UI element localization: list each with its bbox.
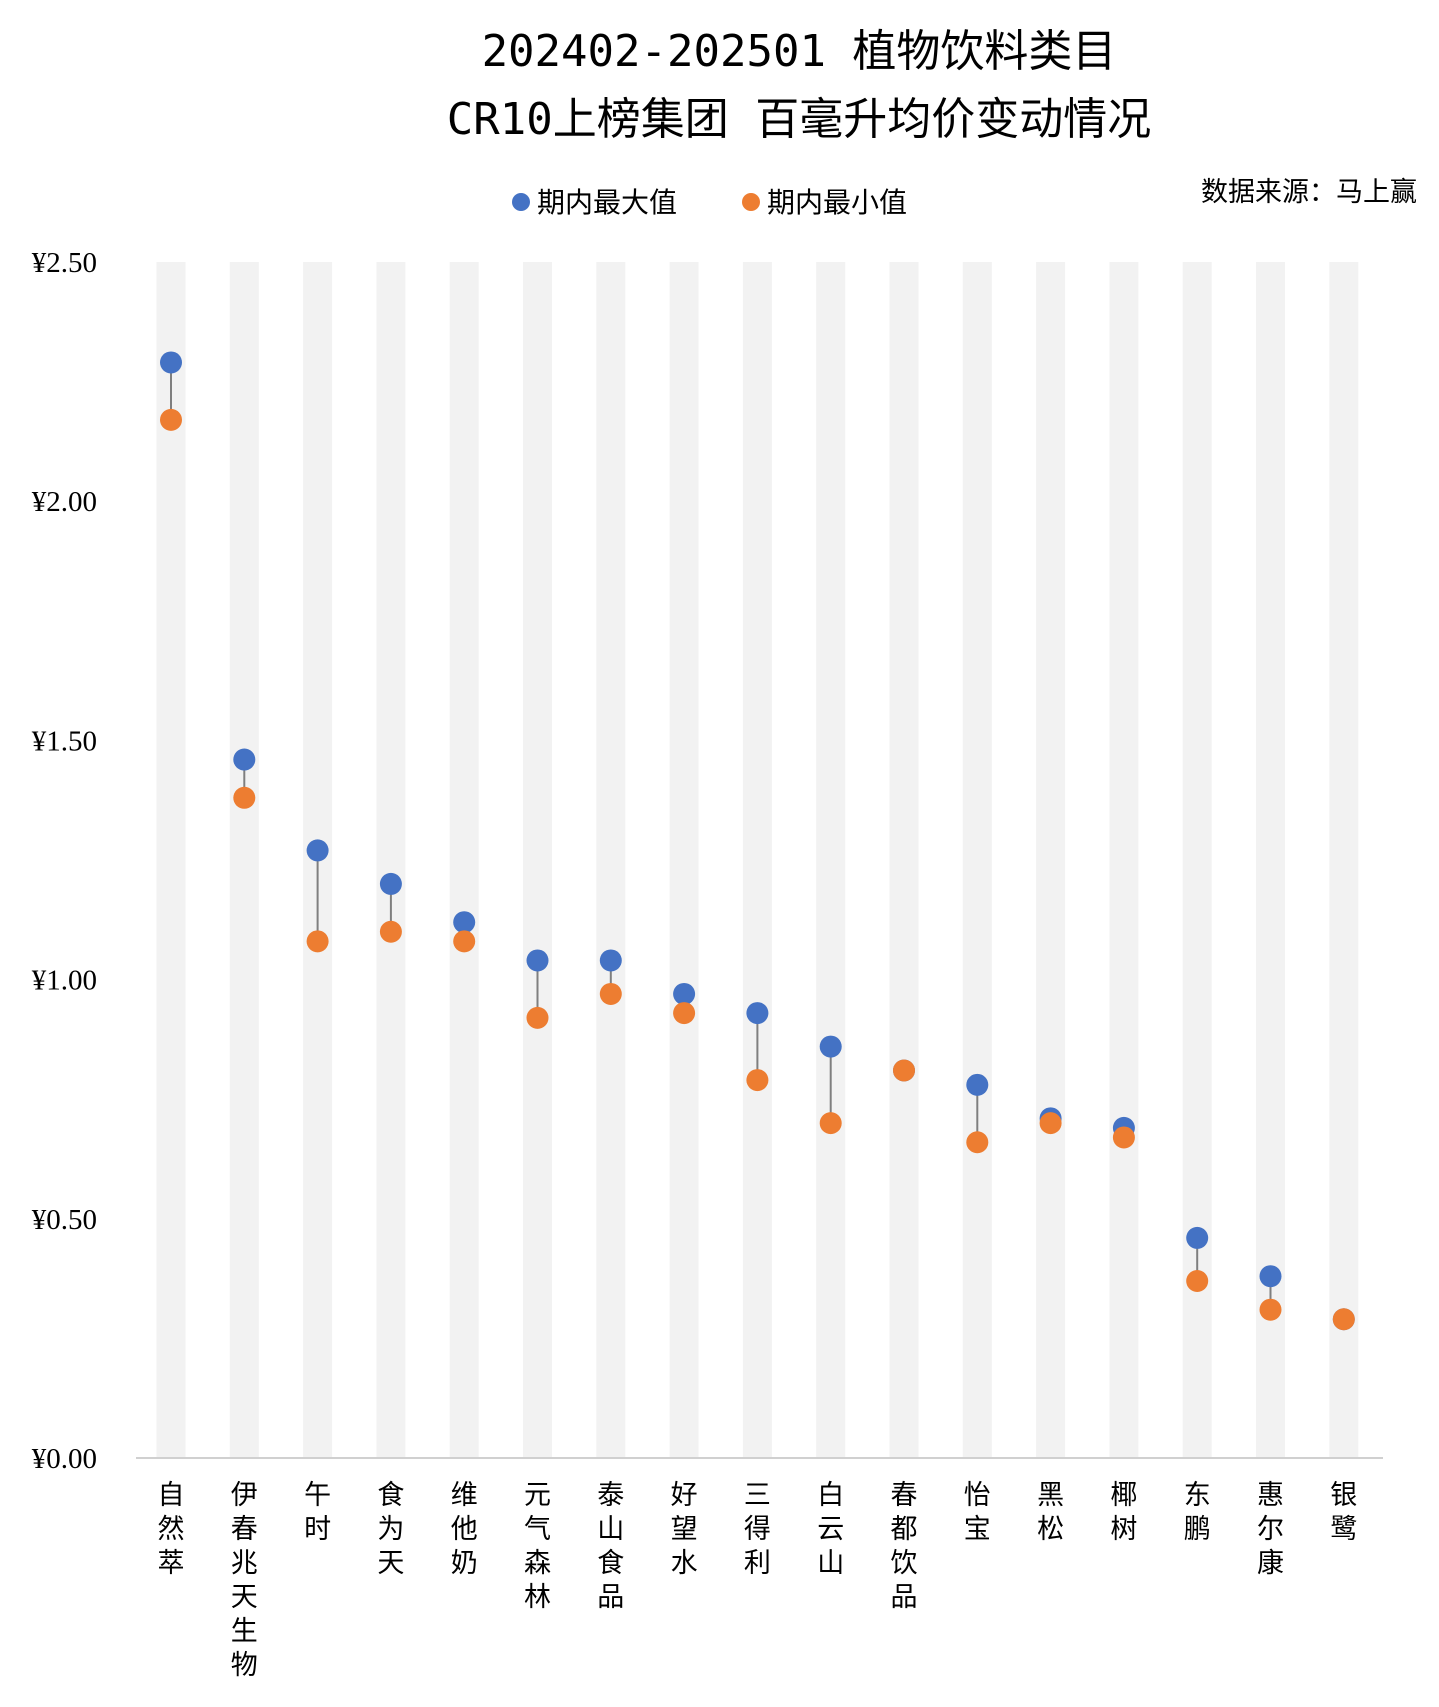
min-value-point (160, 408, 182, 431)
legend-label-min: 期内最小值 (767, 186, 907, 219)
min-value-point (819, 1112, 842, 1135)
min-value-point (1112, 1126, 1135, 1149)
y-tick-label: ¥0.50 (32, 1204, 97, 1236)
category-label: 东鹏 (1184, 1480, 1211, 1545)
legend-marker-max (512, 193, 530, 211)
min-value-point (379, 920, 402, 943)
data-source-note: 数据来源：马上赢 (1201, 177, 1417, 208)
category-band (449, 262, 479, 1458)
category-label: 元气森林 (524, 1480, 551, 1613)
category-label: 自然萃 (158, 1480, 185, 1579)
y-tick-label: ¥0.00 (32, 1443, 97, 1475)
y-tick-label: ¥2.00 (32, 486, 97, 518)
category-label: 怡宝 (964, 1480, 991, 1545)
y-tick-label: ¥1.50 (32, 725, 97, 757)
y-tick-label: ¥2.50 (32, 247, 97, 279)
legend-label-max: 期内最大值 (537, 186, 677, 219)
min-value-point (526, 1006, 549, 1029)
category-label: 午时 (304, 1480, 331, 1545)
category-label: 泰山食品 (597, 1480, 624, 1613)
min-value-point (453, 930, 476, 953)
category-label: 黑松 (1037, 1480, 1064, 1545)
data-points (160, 351, 1355, 1331)
chart-title-line-2: CR10上榜集团 百毫升均价变动情况 (447, 94, 1151, 145)
category-band (229, 262, 259, 1458)
max-value-point (1186, 1226, 1209, 1249)
y-axis-ticks: ¥2.50 ¥2.00 ¥1.50 ¥1.00 ¥0.50 ¥0.00 (32, 247, 97, 1475)
max-value-point (379, 872, 402, 895)
max-value-point (526, 949, 549, 972)
category-band (1109, 262, 1139, 1458)
max-value-point (306, 839, 329, 862)
category-band (816, 262, 846, 1458)
max-value-point (746, 1002, 769, 1025)
max-value-point (599, 949, 622, 972)
category-band (596, 262, 626, 1458)
category-band (742, 262, 772, 1458)
max-value-point (966, 1073, 989, 1096)
category-label: 好望水 (671, 1480, 698, 1579)
min-value-point (966, 1131, 989, 1154)
min-value-point (1039, 1112, 1062, 1135)
category-label: 伊春兆天生物 (231, 1480, 258, 1681)
min-value-point (233, 786, 256, 809)
legend: 期内最大值 期内最小值 (512, 186, 907, 219)
category-label: 三得利 (744, 1480, 771, 1579)
category-band (1329, 262, 1359, 1458)
min-value-point (746, 1069, 769, 1092)
min-value-point (893, 1059, 915, 1082)
chart-title-line-1: 202402-202501 植物饮料类目 (482, 26, 1117, 77)
category-band (523, 262, 552, 1458)
y-tick-label: ¥1.00 (32, 965, 97, 997)
max-value-point (453, 911, 476, 934)
min-value-point (306, 930, 329, 953)
category-label: 白云山 (817, 1480, 844, 1579)
min-value-point (1332, 1308, 1355, 1331)
min-value-point (1259, 1298, 1282, 1321)
min-value-point (1186, 1269, 1209, 1292)
max-value-point (160, 351, 182, 374)
category-label: 食为天 (377, 1480, 404, 1579)
max-value-point (673, 982, 696, 1005)
category-label: 椰树 (1110, 1480, 1137, 1545)
max-value-point (233, 748, 256, 771)
category-label: 惠尔康 (1257, 1480, 1284, 1579)
category-label: 银鹭 (1330, 1480, 1357, 1545)
category-band (376, 262, 406, 1458)
max-value-point (1259, 1265, 1282, 1288)
min-value-point (673, 1002, 696, 1025)
category-bands (156, 262, 1359, 1458)
category-label: 维他奶 (451, 1480, 478, 1579)
category-label: 春都饮品 (891, 1480, 918, 1613)
x-axis-labels: 自然萃 伊春兆天生物 午时 食为天 维他奶 元气森林 泰山食品 好望水 三得利 白云山 春都饮品 怡宝… (158, 1480, 1358, 1681)
max-value-point (819, 1035, 842, 1058)
min-value-point (599, 982, 622, 1005)
legend-marker-min (742, 193, 760, 211)
category-band (1256, 262, 1285, 1458)
category-band (889, 262, 919, 1458)
category-band (962, 262, 992, 1458)
category-band (1036, 262, 1066, 1458)
category-band (669, 262, 699, 1458)
category-band (156, 262, 186, 1458)
